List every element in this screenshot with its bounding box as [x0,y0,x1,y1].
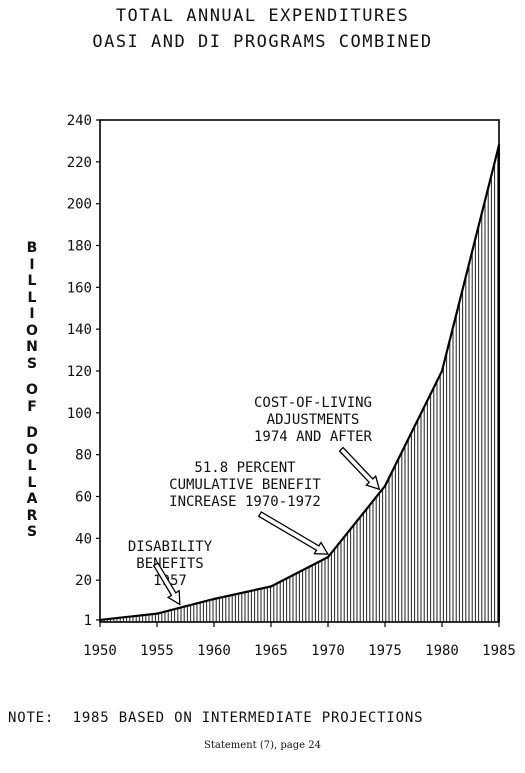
y-tick-label: 1 [84,613,92,629]
y-tick-label: 220 [67,155,92,171]
source-caption: Statement (7), page 24 [204,740,321,751]
annotation-arrow [152,562,181,606]
chart-subtitle: OASI AND DI PROGRAMS COMBINED [92,32,433,52]
y-tick-label: 100 [67,406,92,422]
y-tick-label: 160 [67,280,92,296]
annotation-text: INCREASE 1970-1972 [169,494,321,510]
annotation-text: BENEFITS [136,556,203,572]
annotation-arrow [257,511,330,555]
y-axis-label-letter: L [27,458,37,474]
area-hatching [100,149,499,622]
x-tick-label: 1975 [368,643,402,659]
annotation-text: 1974 AND AFTER [254,429,373,445]
annotation-text: CUMULATIVE BENEFIT [169,477,321,493]
data-point [440,369,444,373]
y-tick-label: 20 [75,573,92,589]
data-point [212,597,216,601]
chart-title: TOTAL ANNUAL EXPENDITURES [115,6,410,26]
annotation-text: ADJUSTMENTS [267,412,360,428]
y-axis-label-letter: S [26,524,38,540]
y-tick-label: 40 [75,531,92,547]
y-axis-label-letter: L [27,474,37,491]
y-tick-label: 80 [75,448,92,464]
y-axis-label-letter: A [26,491,38,507]
y-axis-label-letter: R [26,507,38,524]
x-tick-label: 1980 [425,643,459,659]
data-point [155,612,159,615]
series-line [99,144,501,622]
y-axis-label-letter: O [26,441,38,458]
y-axis-label-letter: B [26,240,38,256]
y-tick-label: 140 [67,322,92,338]
y-tick-label: 240 [67,113,92,129]
y-tick-label: 120 [67,364,92,380]
y-axis-label-letter: I [29,306,35,322]
y-axis-label-letter: S [26,355,38,372]
y-axis-label-letter: D [26,425,38,441]
y-axis-label-letter: O [26,382,38,398]
y-axis-label-letter: I [29,256,35,273]
x-tick-label: 1960 [197,643,231,659]
data-point [383,484,387,488]
x-tick-label: 1970 [311,643,345,659]
x-tick-label: 1965 [254,643,288,659]
y-axis-label-letter: L [27,273,37,289]
data-point [326,555,330,559]
y-axis-label-letter: O [26,322,38,339]
x-tick-label: 1955 [140,643,174,659]
note-text: NOTE: 1985 BASED ON INTERMEDIATE PROJECT… [8,710,424,726]
annotation-arrow [338,446,381,491]
annotation-text: 51.8 PERCENT [194,460,296,476]
x-tick-label: 1950 [83,643,117,659]
data-point [269,585,273,588]
y-axis-label-letter: N [26,339,38,355]
y-tick-label: 200 [67,197,92,213]
y-tick-label: 60 [75,490,92,506]
annotation-text: COST-OF-LIVING [254,395,372,411]
y-tick-label: 180 [67,239,92,255]
annotation-text: DISABILITY [128,539,213,555]
x-tick-label: 1985 [482,643,516,659]
y-axis-label-letter: L [27,289,37,306]
y-axis-label-letter: F [27,398,37,415]
